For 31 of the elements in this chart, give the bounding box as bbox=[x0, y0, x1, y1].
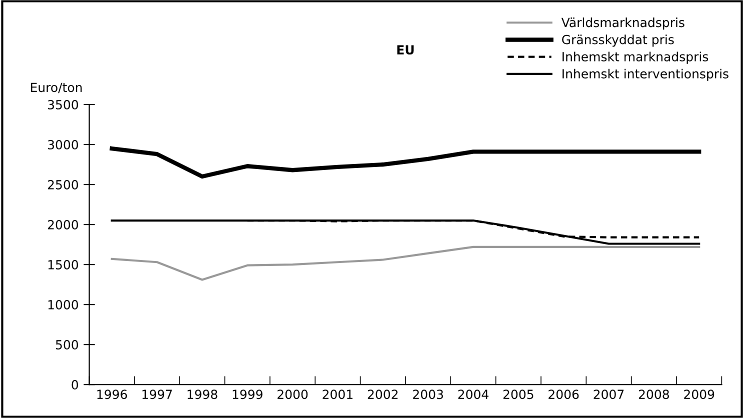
y-tick-label: 0 bbox=[72, 380, 78, 390]
x-tick-label: 2005 bbox=[503, 390, 534, 400]
x-tick-label: 2003 bbox=[413, 390, 443, 400]
x-tick-label: 2007 bbox=[594, 390, 624, 400]
x-tick-label: 2000 bbox=[278, 390, 308, 400]
line-series bbox=[110, 146, 702, 179]
x-tick-label: 2008 bbox=[638, 390, 669, 400]
x-tick-label: 2009 bbox=[684, 390, 714, 400]
x-tick-label: 2004 bbox=[458, 390, 488, 400]
chart-title: EU bbox=[397, 45, 414, 55]
x-tick-label: 1999 bbox=[232, 390, 262, 400]
legend-label: Gränsskyddat pris bbox=[562, 34, 674, 47]
line-series bbox=[110, 219, 700, 245]
legend-label: Inhemskt interventionspris bbox=[562, 68, 728, 81]
x-tick-label: 2002 bbox=[368, 390, 398, 400]
y-axis-title: Euro/ton bbox=[30, 82, 82, 94]
x-tick-label: 2006 bbox=[548, 390, 579, 400]
x-tick-label: 1996 bbox=[97, 390, 127, 400]
y-tick-label: 1000 bbox=[48, 300, 78, 310]
legend-label: Inhemskt marknadspris bbox=[562, 52, 708, 64]
y-tick-label: 1500 bbox=[48, 260, 78, 270]
y-tick-label: 3500 bbox=[48, 100, 78, 110]
line-series bbox=[110, 246, 700, 281]
legend-label: Världsmarknadspris bbox=[561, 18, 684, 30]
y-tick-label: 500 bbox=[56, 340, 78, 350]
y-tick-label: 3000 bbox=[48, 140, 78, 150]
x-tick-label: 2001 bbox=[322, 390, 352, 400]
x-tick-label: 1998 bbox=[188, 390, 218, 400]
x-tick-label: 1997 bbox=[142, 390, 172, 400]
y-tick-label: 2000 bbox=[48, 220, 78, 230]
y-tick-label: 2500 bbox=[48, 180, 78, 190]
